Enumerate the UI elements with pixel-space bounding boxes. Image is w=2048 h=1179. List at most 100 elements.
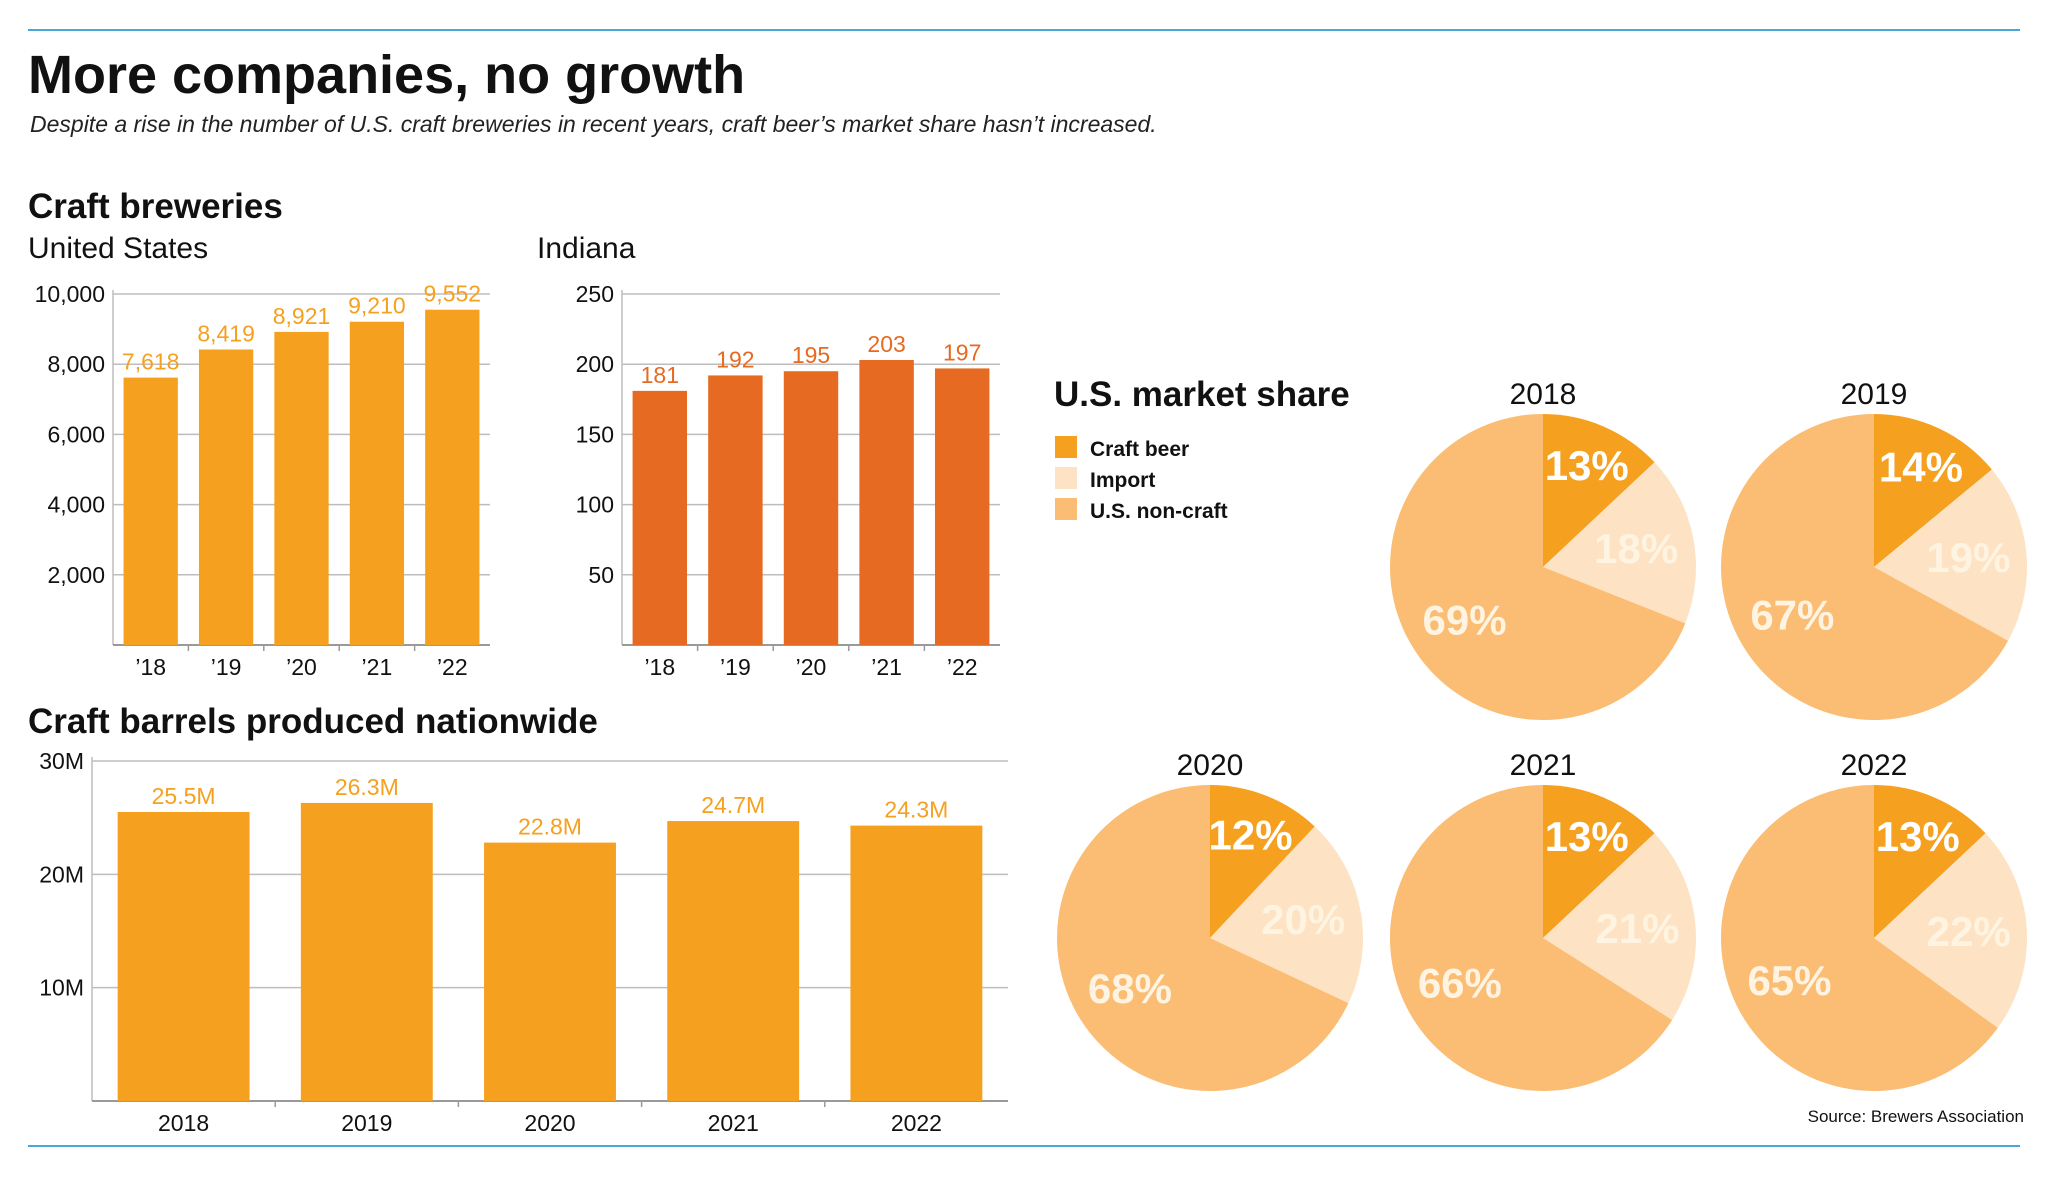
pie-slice	[1210, 785, 1315, 938]
bar-value-label: 195	[792, 342, 830, 368]
source-note: Source: Brewers Association	[1808, 1107, 2024, 1126]
pie-slice	[1390, 414, 1686, 720]
bar	[300, 802, 433, 1101]
pie-percent-label: 66%	[1418, 960, 1502, 1007]
y-tick-label: 50	[588, 562, 614, 588]
bar-value-label: 9,552	[424, 281, 482, 307]
pie-2021: 13% 21% 66% 2021	[1390, 749, 1697, 1092]
x-tick-label: 2022	[891, 1110, 942, 1136]
pie-percent-label: 20%	[1261, 896, 1345, 943]
bar-value-label: 7,618	[122, 349, 180, 375]
pie-percent-label: 22%	[1927, 908, 2011, 955]
bar	[850, 825, 983, 1101]
pie-percent-label: 68%	[1088, 965, 1172, 1012]
pie-percent-label: 21%	[1595, 905, 1679, 952]
pie-percent-label: 69%	[1423, 596, 1507, 643]
pie-2018: 13% 18% 69% 2018	[1390, 378, 1697, 720]
pie-slice	[1210, 826, 1364, 1004]
x-tick-label: ’18	[135, 654, 166, 680]
bar	[632, 390, 688, 645]
pie-slice	[1720, 414, 2009, 721]
bar	[859, 359, 914, 645]
pie-slice	[1057, 785, 1349, 1092]
pie-year-label: 2019	[1841, 378, 1908, 411]
y-tick-label: 6,000	[47, 421, 105, 447]
pie-percent-label: 65%	[1747, 957, 1831, 1004]
pie-slice	[1390, 785, 1673, 1092]
bar	[783, 371, 839, 645]
bar-value-label: 197	[943, 339, 981, 365]
page-subtitle: Despite a rise in the number of U.S. cra…	[30, 111, 1157, 137]
pie-percent-label: 67%	[1750, 591, 1834, 638]
bar	[123, 377, 178, 645]
bar	[934, 368, 990, 645]
bar	[484, 842, 616, 1101]
y-tick-label: 4,000	[47, 492, 105, 518]
pie-slice	[1543, 833, 1697, 1020]
pie-year-label: 2022	[1841, 749, 1908, 782]
bar-value-label: 8,419	[197, 320, 255, 346]
bar	[274, 331, 329, 645]
market-share-pies: 13%18%69%201814%19%67%201912%20%68%20201…	[1057, 378, 2028, 1092]
bar	[198, 349, 254, 645]
x-tick-label: ’21	[362, 654, 393, 680]
bar-value-label: 24.3M	[884, 797, 948, 823]
pie-percent-label: 13%	[1876, 813, 1960, 860]
x-tick-label: ’20	[796, 654, 827, 680]
y-tick-label: 200	[576, 351, 614, 377]
pie-slice	[1543, 414, 1655, 567]
pie-percent-label: 13%	[1545, 442, 1629, 489]
pie-2020: 12% 20% 68% 2020	[1057, 749, 1364, 1092]
bar-value-label: 181	[641, 362, 679, 388]
page-title: More companies, no growth	[28, 45, 745, 105]
bar-value-label: 25.5M	[152, 783, 216, 809]
bar	[708, 375, 763, 645]
y-tick-label: 250	[576, 281, 614, 307]
bar-value-label: 24.7M	[701, 792, 765, 818]
section-title-barrels: Craft barrels produced nationwide	[28, 702, 598, 741]
x-tick-label: 2021	[708, 1110, 759, 1136]
indiana-chart-title: Indiana	[537, 232, 636, 265]
pie-slice	[1874, 469, 2027, 641]
pie-percent-label: 13%	[1545, 813, 1629, 860]
section-title-market-share: U.S. market share	[1054, 375, 1350, 414]
legend-swatch-import	[1055, 467, 1077, 489]
indiana-breweries-bar-chart: 50 100 150 200 250 181 ’18 192 ’19 195 ’20 203 ’21 19…	[576, 281, 1000, 680]
barrels-bar-chart: 10M 20M 30M 25.5M 2018 26.3M 2019 22.8M 2020 24.7…	[39, 748, 1008, 1136]
bar-value-label: 9,210	[348, 293, 406, 319]
x-tick-label: ’19	[211, 654, 242, 680]
pie-slice	[1874, 785, 1986, 938]
pie-2022: 13% 22% 65% 2022	[1721, 749, 2028, 1092]
section-title-breweries: Craft breweries	[28, 187, 283, 226]
x-tick-label: 2019	[341, 1110, 392, 1136]
bar	[425, 309, 480, 645]
x-tick-label: ’20	[286, 654, 317, 680]
x-tick-label: ’18	[644, 654, 675, 680]
bar	[349, 321, 405, 645]
x-tick-label: ’22	[437, 654, 468, 680]
pie-year-label: 2018	[1510, 378, 1577, 411]
bar	[117, 812, 250, 1101]
legend-label-non-craft: U.S. non-craft	[1090, 500, 1228, 523]
y-tick-label: 30M	[39, 748, 84, 774]
pie-percent-label: 19%	[1926, 534, 2010, 581]
y-tick-label: 10,000	[35, 281, 105, 307]
x-tick-label: 2018	[158, 1110, 209, 1136]
pie-slice	[1543, 785, 1655, 938]
pie-percent-label: 14%	[1879, 443, 1963, 490]
x-tick-label: ’19	[720, 654, 751, 680]
y-tick-label: 2,000	[47, 562, 105, 588]
pie-slice	[1721, 785, 1998, 1092]
bar-value-label: 192	[716, 346, 754, 372]
x-tick-label: 2020	[524, 1110, 575, 1136]
pie-2019: 14% 19% 67% 2019	[1720, 378, 2027, 721]
y-tick-label: 20M	[39, 861, 84, 887]
y-tick-label: 150	[576, 421, 614, 447]
x-tick-label: ’21	[871, 654, 902, 680]
legend-swatch-non-craft	[1055, 498, 1077, 520]
pie-slice	[1874, 414, 1992, 567]
pie-slice	[1874, 833, 2028, 1028]
us-chart-title: United States	[28, 232, 208, 265]
y-tick-label: 10M	[39, 975, 84, 1001]
legend-label-import: Import	[1090, 469, 1155, 492]
